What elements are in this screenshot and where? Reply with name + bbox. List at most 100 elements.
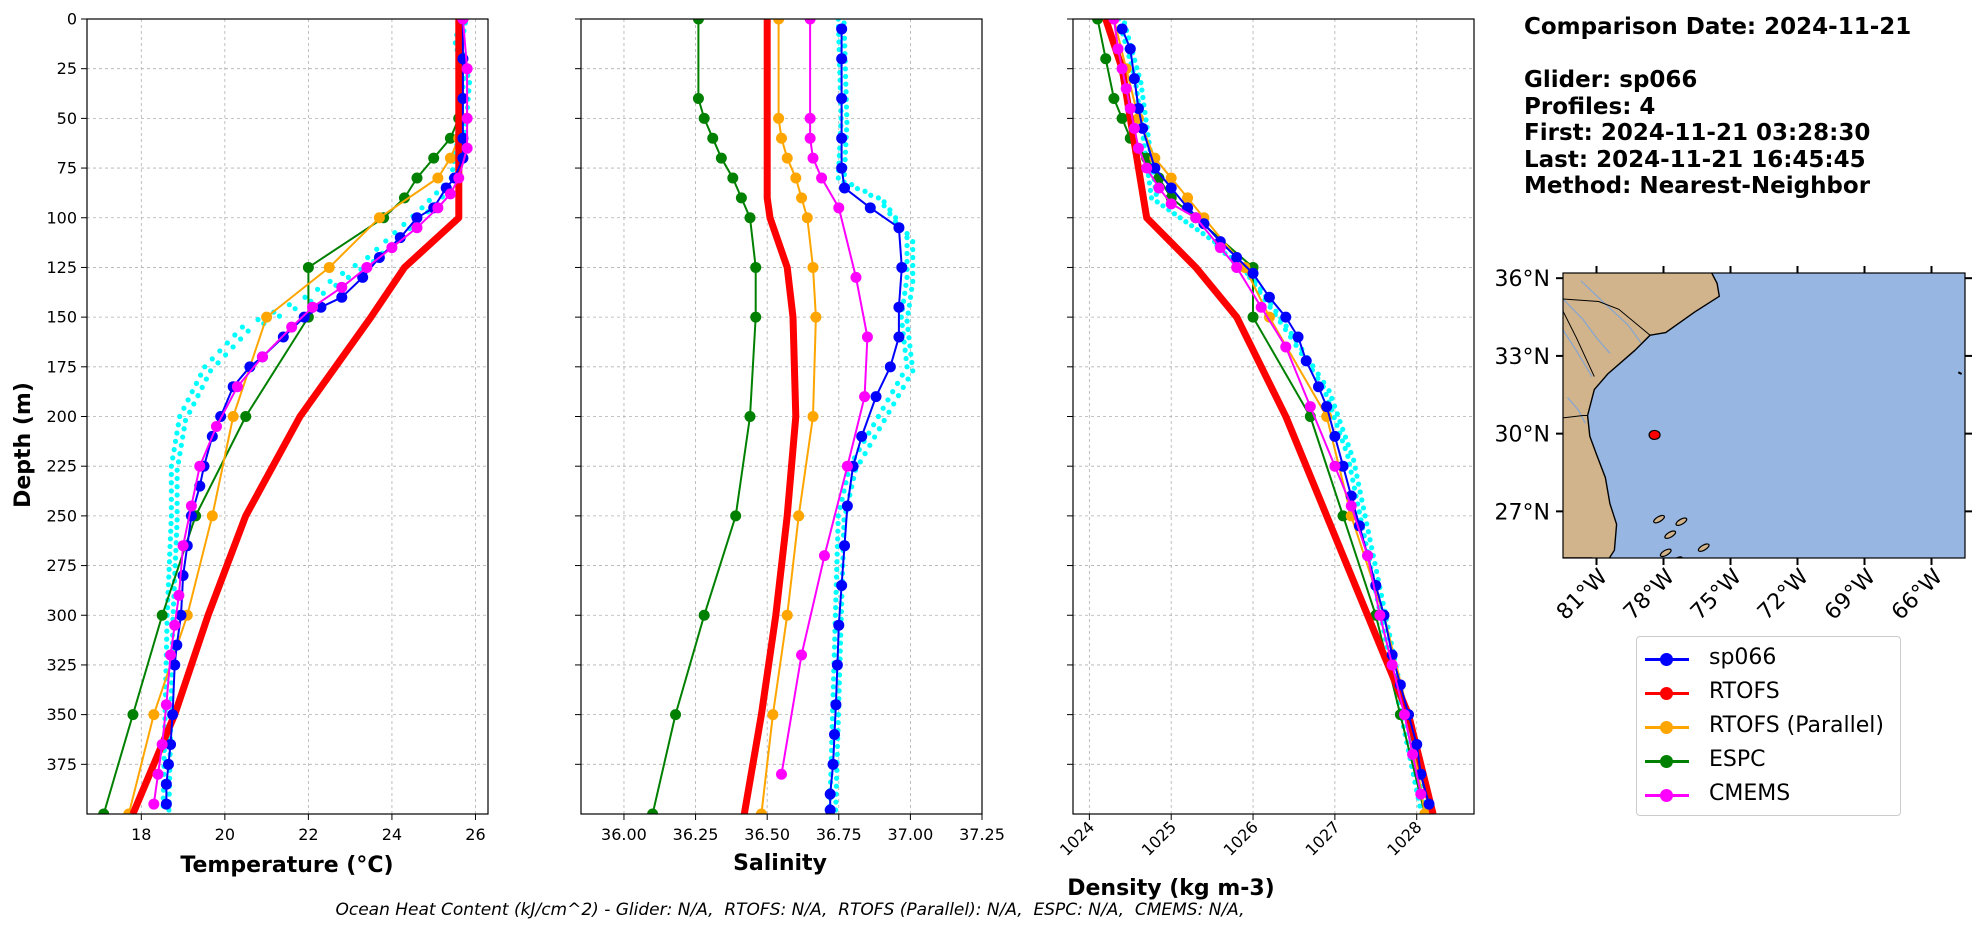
series-point-cmems bbox=[1141, 162, 1153, 174]
first-profile-time: First: 2024-11-21 03:28:30 bbox=[1524, 120, 1871, 146]
glider-raw-point bbox=[163, 660, 169, 666]
series-point-cmems bbox=[457, 19, 469, 25]
glider-raw-point bbox=[1267, 304, 1273, 310]
series-point-rtofs-parallel bbox=[1239, 261, 1251, 273]
glider-raw-point bbox=[1339, 438, 1346, 444]
glider-raw-point bbox=[166, 566, 172, 572]
series-point-cmems bbox=[169, 619, 181, 631]
glider-raw-point bbox=[168, 480, 174, 486]
glider-raw-point bbox=[910, 254, 916, 261]
glider-raw-point bbox=[862, 451, 868, 457]
series-line-cmems bbox=[152, 19, 469, 805]
series-sp066 bbox=[824, 23, 908, 814]
series-point-cmems bbox=[185, 500, 197, 512]
legend: sp066 RTOFS RTOFS (Parallel) ESPC CMEMS bbox=[1636, 636, 1901, 816]
glider-raw-point bbox=[1342, 445, 1348, 452]
island bbox=[1653, 514, 1665, 524]
glider-raw-point bbox=[835, 536, 841, 542]
map-lat-label: 33°N bbox=[1495, 345, 1550, 370]
glider-raw-point bbox=[1177, 215, 1183, 221]
series-sp066 bbox=[1116, 23, 1435, 810]
series-point-rtofs-parallel bbox=[755, 808, 767, 814]
glider-raw-point bbox=[1140, 94, 1146, 101]
series-point-cmems bbox=[1124, 102, 1136, 114]
series-point-sp066 bbox=[1321, 401, 1333, 413]
glider-raw-point bbox=[167, 536, 173, 542]
series-point-cmems bbox=[1153, 182, 1165, 194]
series-point-espc bbox=[698, 112, 710, 124]
y-tick-label: 325 bbox=[46, 655, 77, 674]
series-point-espc bbox=[302, 261, 314, 273]
series-point-cmems bbox=[453, 172, 465, 184]
glider-raw-point bbox=[166, 559, 173, 565]
glider-raw-point bbox=[836, 46, 842, 53]
glider-raw-point bbox=[189, 389, 195, 395]
glider-raw-point bbox=[910, 262, 916, 269]
series-line-sp066 bbox=[165, 19, 464, 805]
series-point-sp066 bbox=[1423, 798, 1435, 810]
profile-count: Profiles: 4 bbox=[1524, 93, 1656, 120]
map-lon-label: 78°W bbox=[1619, 564, 1680, 625]
series-point-rtofs-parallel bbox=[781, 609, 793, 621]
glider-location-map: 36°N 33°N 30°N 27°N 81°W 78°W 75°W 72°W 69°W 66°W bbox=[1495, 266, 1972, 625]
series-point-cmems bbox=[256, 351, 268, 363]
glider-raw-point bbox=[1352, 465, 1358, 471]
glider-raw-point bbox=[1146, 180, 1153, 186]
glider-raw-point bbox=[1355, 481, 1362, 487]
glider-raw-point bbox=[910, 270, 916, 276]
series-point-sp066 bbox=[336, 291, 348, 303]
series-point-rtofs-parallel bbox=[810, 311, 822, 323]
glider-raw-point bbox=[185, 397, 191, 403]
series-point-sp066 bbox=[824, 788, 836, 800]
x-tick-label: 18 bbox=[131, 825, 151, 844]
glider-raw-point bbox=[169, 672, 175, 678]
series-point-sp066 bbox=[175, 609, 187, 621]
series-point-sp066 bbox=[836, 162, 848, 174]
glider-raw-point bbox=[1194, 227, 1200, 233]
river bbox=[1563, 298, 1611, 354]
series-point-sp066 bbox=[411, 212, 423, 224]
glider-raw-point bbox=[907, 294, 914, 300]
series-point-rtofs-parallel bbox=[793, 510, 805, 522]
series-point-sp066 bbox=[357, 271, 369, 283]
glider-raw-point bbox=[239, 324, 245, 330]
glider-raw-point bbox=[450, 167, 456, 173]
glider-raw-point bbox=[832, 636, 838, 642]
glider-raw-point bbox=[170, 455, 176, 461]
series-point-cmems bbox=[411, 222, 423, 234]
glider-raw-point bbox=[352, 262, 358, 269]
series-line-espc bbox=[651, 19, 757, 814]
glider-raw-point bbox=[906, 335, 912, 341]
glider-raw-point bbox=[1364, 521, 1370, 527]
series-cmems bbox=[148, 19, 473, 810]
series-point-cmems bbox=[1190, 212, 1202, 224]
glider-raw-point bbox=[1287, 334, 1294, 340]
glider-raw-point bbox=[217, 348, 223, 354]
glider-raw-point bbox=[834, 743, 841, 750]
glider-raw-point bbox=[899, 322, 905, 329]
series-point-cmems bbox=[152, 768, 164, 780]
glider-raw-point bbox=[910, 239, 916, 245]
state-boundary bbox=[1563, 298, 1651, 336]
glider-raw-point bbox=[862, 188, 868, 194]
glider-raw-point bbox=[829, 716, 836, 722]
glider-raw-point bbox=[426, 197, 432, 203]
glider-raw-point bbox=[910, 368, 916, 374]
glider-raw-point bbox=[1360, 505, 1367, 511]
series-point-cmems bbox=[1329, 460, 1341, 472]
glider-raw-point bbox=[1365, 529, 1371, 535]
series-point-cmems bbox=[1120, 83, 1132, 95]
series-point-sp066 bbox=[160, 798, 172, 810]
glider-raw-point bbox=[904, 258, 910, 265]
map-frame bbox=[1562, 272, 1966, 559]
glider-raw-point bbox=[230, 344, 236, 350]
series-point-sp066 bbox=[1263, 291, 1275, 303]
series-point-sp066 bbox=[1247, 267, 1259, 279]
legend-label: ESPC bbox=[1709, 747, 1766, 772]
glider-raw-point bbox=[174, 467, 180, 473]
series-sp066 bbox=[160, 19, 469, 810]
y-tick-label: 25 bbox=[57, 59, 77, 78]
series-point-cmems bbox=[194, 460, 206, 472]
glider-raw-point bbox=[1350, 477, 1356, 483]
glider-raw-point bbox=[1337, 418, 1343, 425]
